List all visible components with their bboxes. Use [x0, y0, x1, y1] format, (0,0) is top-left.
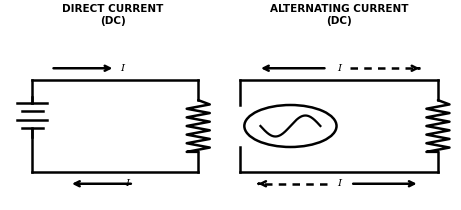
Text: I: I: [337, 64, 341, 73]
Text: ALTERNATING CURRENT
(DC): ALTERNATING CURRENT (DC): [270, 4, 408, 26]
Text: I: I: [125, 179, 129, 188]
Text: I: I: [120, 64, 124, 73]
Text: I: I: [337, 179, 341, 188]
Text: DIRECT CURRENT
(DC): DIRECT CURRENT (DC): [62, 4, 164, 26]
